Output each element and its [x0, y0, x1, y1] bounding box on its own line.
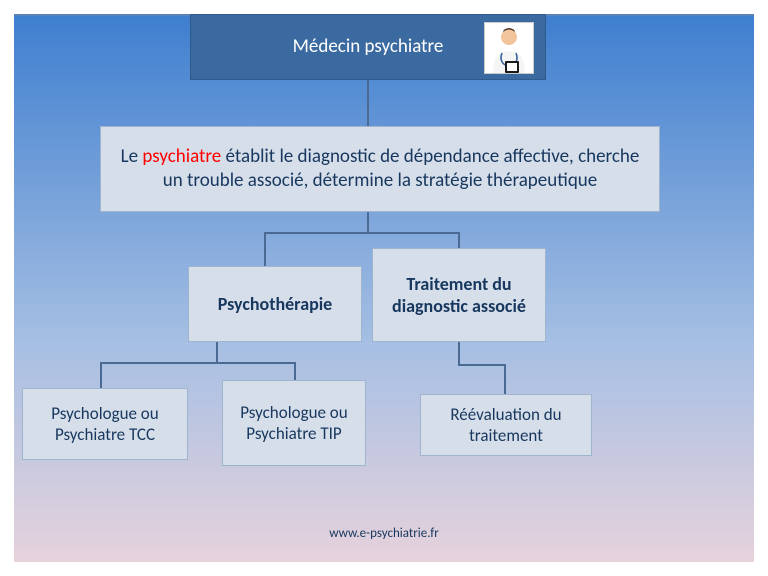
- connector: [100, 362, 296, 364]
- node-root-label: Médecin psychiatre: [293, 35, 444, 59]
- connector: [264, 232, 266, 266]
- diagram-canvas: Médecin psychiatre Le psychiatre établit…: [0, 0, 768, 576]
- node-description: Le psychiatre établit le diagnostic de d…: [100, 126, 660, 212]
- connector: [294, 362, 296, 380]
- connector: [458, 342, 460, 366]
- node-tcc-label: Psychologue ou Psychiatre TCC: [33, 403, 177, 446]
- node-tip-label: Psychologue ou Psychiatre TIP: [233, 402, 355, 445]
- connector: [367, 80, 369, 126]
- connector: [458, 364, 506, 366]
- footer-url: www.e-psychiatrie.fr: [0, 526, 768, 541]
- node-tcc: Psychologue ou Psychiatre TCC: [22, 388, 188, 460]
- node-traitement: Traitement du diagnostic associé: [372, 248, 546, 342]
- node-description-label: Le psychiatre établit le diagnostic de d…: [111, 145, 649, 193]
- node-reevaluation: Réévaluation du traitement: [420, 394, 592, 456]
- node-traitement-label: Traitement du diagnostic associé: [383, 273, 535, 318]
- connector: [458, 232, 460, 248]
- connector: [367, 212, 369, 234]
- node-psychotherapie: Psychothérapie: [188, 266, 362, 342]
- connector: [216, 342, 218, 364]
- node-tip: Psychologue ou Psychiatre TIP: [222, 380, 366, 466]
- node-psychotherapie-label: Psychothérapie: [218, 293, 332, 316]
- connector: [504, 364, 506, 394]
- connector: [100, 362, 102, 388]
- doctor-icon: [484, 22, 534, 74]
- connector: [264, 232, 460, 234]
- node-reevaluation-label: Réévaluation du traitement: [431, 404, 581, 447]
